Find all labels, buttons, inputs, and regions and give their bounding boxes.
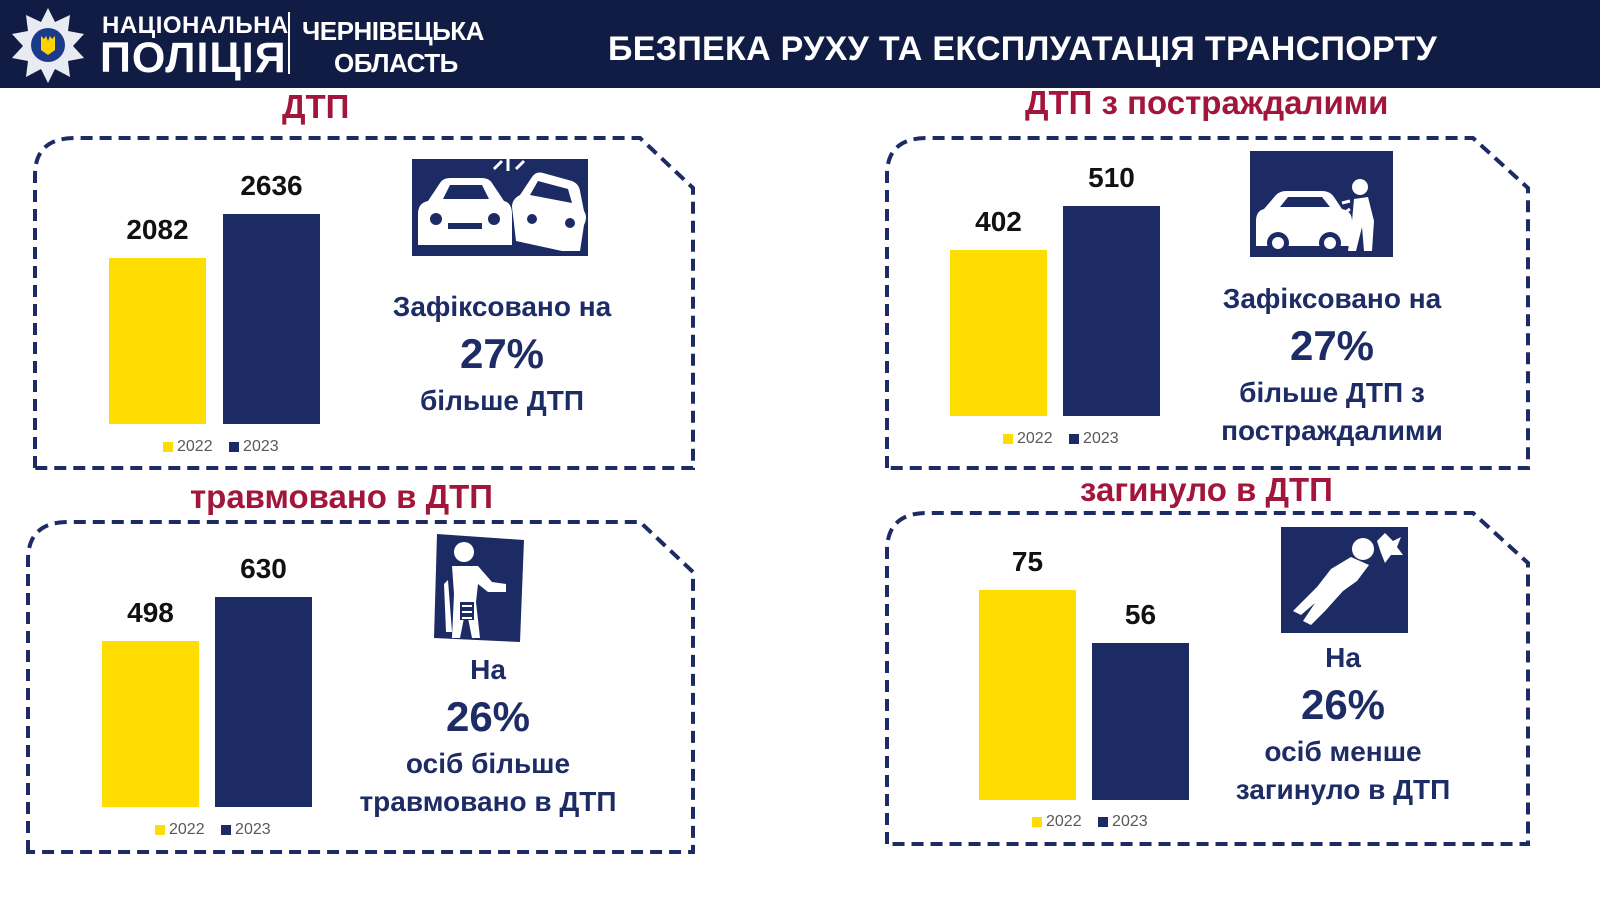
desc-percent: 26% — [445, 693, 531, 740]
frame-dtp — [33, 136, 695, 470]
panel-title-injured-accidents: ДТП з постраждалими — [1025, 84, 1389, 121]
frame-killed — [885, 511, 1530, 846]
legend-dtp: 2022 2023 — [163, 438, 291, 456]
region-line1: ЧЕРНІВЕЦЬКА — [302, 16, 484, 46]
car-hits-pedestrian-icon — [1250, 151, 1393, 257]
bar-killed-2023 — [1092, 643, 1189, 800]
desc-dtp: Зафіксовано на 27% більше ДТП — [337, 288, 667, 420]
bar-dtp-2023 — [223, 214, 320, 424]
bar-injured-2022 — [102, 641, 199, 807]
page-title: БЕЗПЕКА РУХУ ТА ЕКСПЛУАТАЦІЯ ТРАНСПОРТУ — [608, 30, 1438, 68]
region-line2: ОБЛАСТЬ — [334, 48, 458, 78]
desc-line2: осіб більше — [405, 748, 571, 779]
org-name-line1: НАЦІОНАЛЬНА — [102, 12, 289, 39]
bar-killed-2022 — [979, 590, 1076, 800]
injured-person-icon — [434, 534, 524, 642]
desc-percent: 27% — [459, 330, 545, 377]
frame-injured-accidents — [885, 136, 1530, 470]
value-label-killed-2023: 56 — [1124, 599, 1157, 630]
desc-injured: На 26% осіб більше травмовано в ДТП — [323, 651, 653, 821]
desc-line2: осіб менше — [1264, 736, 1422, 767]
panel-title-killed: загинуло в ДТП — [1080, 471, 1333, 508]
fallen-person-icon — [1281, 527, 1408, 633]
legend-item-2023: 2023 — [1098, 813, 1148, 830]
bar-injured-2023 — [215, 597, 312, 807]
frame-injured — [26, 520, 695, 854]
header-bar: НАЦІОНАЛЬНА ПОЛІЦІЯ ЧЕРНІВЕЦЬКА ОБЛАСТЬ … — [0, 0, 1600, 88]
desc-line3: загинуло в ДТП — [1235, 774, 1451, 805]
org-name-line2: ПОЛІЦІЯ — [100, 34, 287, 82]
desc-line1: Зафіксовано на — [1222, 283, 1442, 314]
desc-line1: На — [470, 654, 506, 685]
bar-injured-accidents-2022 — [950, 250, 1047, 416]
desc-percent: 27% — [1289, 322, 1375, 369]
legend-item-2023: 2023 — [229, 438, 279, 455]
desc-killed: На 26% осіб менше загинуло в ДТП — [1178, 639, 1508, 809]
desc-line2: більше ДТП з — [1239, 377, 1425, 408]
car-crash-icon — [412, 159, 588, 256]
desc-line2: більше ДТП — [420, 385, 584, 416]
legend-item-2023: 2023 — [1069, 430, 1119, 447]
desc-injured-accidents: Зафіксовано на 27% більше ДТП з постражд… — [1167, 280, 1497, 450]
value-label-injured-2022: 498 — [127, 597, 174, 628]
value-label-dtp-2023: 2636 — [240, 170, 303, 201]
bar-injured-accidents-2023 — [1063, 206, 1160, 416]
header-divider — [288, 12, 290, 74]
value-label-dtp-2022: 2082 — [126, 214, 189, 245]
value-label-injured-accidents-2022: 402 — [975, 206, 1022, 237]
legend-item-2022: 2022 — [1003, 430, 1053, 447]
legend-item-2022: 2022 — [155, 821, 205, 838]
desc-line3: травмовано в ДТП — [359, 786, 617, 817]
desc-percent: 26% — [1300, 681, 1386, 728]
legend-item-2022: 2022 — [1032, 813, 1082, 830]
value-label-injured-2023: 630 — [240, 553, 287, 584]
panel-title-injured: травмовано в ДТП — [190, 478, 493, 515]
legend-injured: 2022 2023 — [155, 821, 283, 839]
value-label-injured-accidents-2023: 510 — [1088, 162, 1135, 193]
panel-title-dtp: ДТП — [282, 88, 350, 125]
bar-dtp-2022 — [109, 258, 206, 424]
desc-line1: На — [1325, 642, 1361, 673]
desc-line3: постраждалими — [1221, 415, 1443, 446]
legend-item-2023: 2023 — [221, 821, 271, 838]
desc-line1: Зафіксовано на — [392, 291, 612, 322]
legend-injured-accidents: 2022 2023 — [1003, 430, 1131, 448]
police-star-logo — [12, 8, 84, 83]
value-label-killed-2022: 75 — [1011, 546, 1044, 577]
legend-killed: 2022 2023 — [1032, 813, 1160, 831]
legend-item-2022: 2022 — [163, 438, 213, 455]
